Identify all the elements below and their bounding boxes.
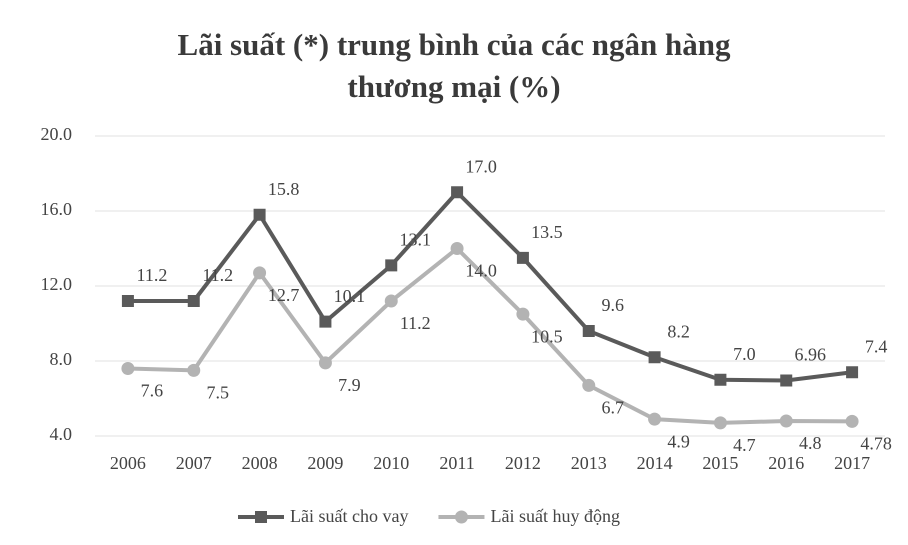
data-point [648,351,661,364]
legend-marker [255,511,267,523]
data-point [318,356,332,370]
data-point [516,307,530,321]
data-label: 11.2 [400,313,431,333]
data-label: 10.5 [531,326,563,346]
data-label: 8.2 [667,321,690,341]
data-point [780,374,793,387]
x-tick-label: 2010 [373,453,409,473]
data-label: 14.0 [465,261,497,281]
data-label: 6.96 [795,345,827,365]
legend-label: Lãi suất cho vay [290,506,408,526]
x-tick-label: 2015 [702,453,738,473]
data-point [384,294,398,308]
data-point [253,266,267,280]
data-point [779,414,793,428]
data-label: 7.6 [141,381,164,401]
data-label: 7.0 [733,344,756,364]
data-label: 7.5 [207,383,230,403]
data-point [451,186,464,199]
x-tick-label: 2006 [110,453,146,473]
legend-label: Lãi suất huy động [490,506,619,526]
data-point [450,242,464,255]
data-label: 4.7 [733,435,756,455]
data-point [516,251,529,264]
data-point [253,208,266,221]
data-label: 9.6 [602,295,625,315]
data-label: 6.7 [602,398,625,418]
y-tick-label: 20.0 [41,124,73,144]
data-point [385,259,398,272]
data-label: 7.4 [865,336,888,356]
data-label: 11.2 [202,265,233,285]
series-line [127,189,853,383]
data-label: 4.78 [860,434,892,454]
x-tick-label: 2013 [571,453,607,473]
data-point [187,363,201,377]
x-tick-label: 2017 [834,453,870,473]
data-label: 13.5 [531,222,563,242]
x-tick-label: 2011 [439,453,474,473]
data-point [319,315,332,328]
data-label: 17.0 [465,156,497,176]
data-point [713,416,727,430]
legend-marker [454,510,468,524]
data-label: 10.1 [334,286,366,306]
y-tick-label: 12.0 [41,274,73,294]
data-point [845,414,859,428]
x-tick-label: 2012 [505,453,541,473]
data-label: 11.2 [136,265,167,285]
data-point [582,378,596,392]
data-point [846,366,859,379]
x-tick-label: 2016 [768,453,804,473]
data-label: 13.1 [400,230,432,250]
data-point [121,362,135,375]
x-tick-label: 2008 [242,453,278,473]
data-point [582,325,595,337]
data-point [714,373,727,386]
data-point [121,295,134,307]
y-tick-label: 8.0 [50,349,73,369]
chart-title: Lãi suất (*) trung bình của các ngân hàn… [177,27,731,104]
y-tick-label: 16.0 [41,199,73,219]
data-label: 4.9 [667,431,690,451]
x-tick-label: 2009 [307,453,343,473]
x-tick-label: 2014 [637,453,673,473]
y-tick-label: 4.0 [50,424,73,444]
data-label: 7.9 [338,375,361,395]
data-label: 12.7 [268,285,300,305]
data-point [187,295,200,307]
series-line [127,245,853,425]
data-label: 15.8 [268,179,300,199]
x-tick-label: 2007 [176,453,212,473]
data-point [648,412,662,426]
data-label: 4.8 [799,433,822,453]
